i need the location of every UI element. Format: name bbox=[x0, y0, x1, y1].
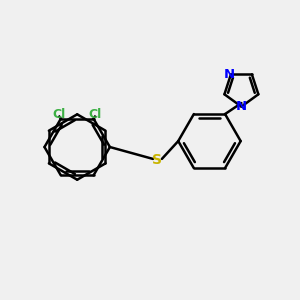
Text: N: N bbox=[236, 100, 247, 113]
Text: Cl: Cl bbox=[53, 108, 66, 121]
Text: N: N bbox=[224, 68, 235, 81]
Text: Cl: Cl bbox=[88, 108, 102, 121]
Text: S: S bbox=[152, 153, 162, 167]
